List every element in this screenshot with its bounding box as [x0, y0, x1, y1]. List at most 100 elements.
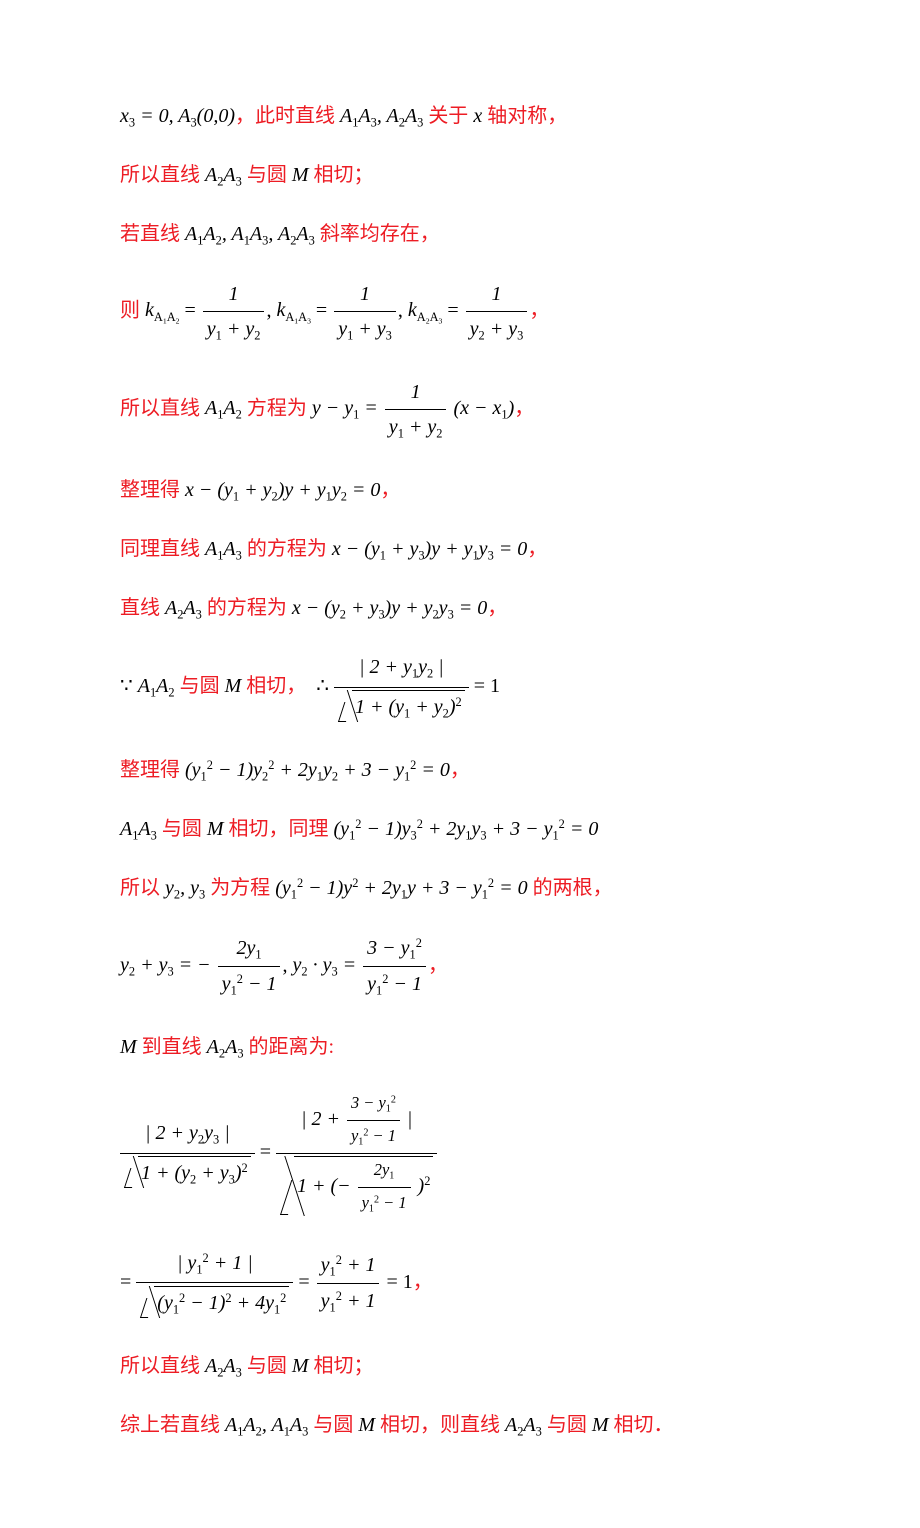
sqrt: 1 + (y2 + y3)2 — [124, 1156, 251, 1190]
math: M — [358, 1414, 375, 1436]
therefore-icon: ∴ — [316, 675, 329, 697]
op: = — [120, 1271, 136, 1293]
denominator: 1 + (y1 + y2)2 — [334, 687, 469, 724]
op: = — [447, 299, 463, 321]
math: A1A3 — [120, 818, 157, 840]
numerator: | 2 + y2y3 | — [120, 1117, 255, 1152]
sqrt: (y12 − 1)2 + 4y12 — [140, 1286, 289, 1320]
zh: 所以直线 — [120, 397, 200, 419]
math: A1A3 — [205, 538, 242, 560]
denominator: y1 + y2 — [203, 311, 265, 346]
fraction: | 2 + y2y3 | 1 + (y2 + y3)2 — [120, 1117, 255, 1190]
math: M — [120, 1036, 137, 1058]
fraction: 3 − y12 y12 − 1 — [363, 932, 426, 1001]
zh: 整理得 — [120, 759, 180, 781]
text-line: 若直线 A1A2, A1A3, A2A3 斜率均存在， — [120, 218, 920, 251]
zh: 轴对称， — [487, 105, 567, 127]
math: A2A3 — [205, 1355, 242, 1377]
sep: , — [266, 299, 276, 321]
text-line: M 到直线 A2A3 的距离为: — [120, 1031, 920, 1064]
math: kA2A3 — [408, 299, 442, 321]
text-line: ∵ A1A2 与圆 M 相切， ∴ | 2 + y1y2 | 1 + (y1 +… — [120, 651, 920, 724]
numerator: 2y1 — [218, 932, 281, 966]
zh: 到直线 — [142, 1036, 202, 1058]
zh: 为方程 — [210, 877, 270, 899]
math: x — [473, 105, 482, 127]
math: M — [207, 818, 224, 840]
denominator: (y12 − 1)2 + 4y12 — [136, 1282, 293, 1319]
zh: 相切， — [246, 675, 306, 697]
numerator: 3 − y12 — [347, 1090, 400, 1120]
text-line: 所以直线 A1A2 方程为 y − y1 = 1 y1 + y2 (x − x1… — [120, 376, 920, 444]
math: M — [592, 1414, 609, 1436]
math: x3 = 0, A3(0,0) — [120, 105, 235, 127]
math: A1A2, A1A3 — [225, 1414, 308, 1436]
text-line: 综上若直线 A1A2, A1A3 与圆 M 相切，则直线 A2A3 与圆 M 相… — [120, 1409, 920, 1442]
fraction: 1 y1 + y2 — [203, 278, 265, 346]
text-line: 整理得 x − (y1 + y2)y + y1y2 = 0， — [120, 474, 920, 507]
math: kA1A2 — [145, 299, 179, 321]
math: A1A2, A1A3, A2A3 — [185, 223, 315, 245]
fraction: 1 y1 + y2 — [385, 376, 447, 444]
sqrt: 1 + (− 2y1 y12 − 1 )2 — [280, 1156, 433, 1218]
zh: ， — [450, 759, 470, 781]
math: y2, y3 — [165, 877, 205, 899]
op: = — [260, 1141, 276, 1163]
zh: 与圆 — [247, 164, 287, 186]
numerator: | 2 + y1y2 | — [334, 651, 469, 686]
zh: 所以直线 — [120, 164, 200, 186]
sep: , — [282, 954, 292, 976]
math: y2 + y3 = − — [120, 954, 211, 976]
text-line: 直线 A2A3 的方程为 x − (y2 + y3)y + y2y3 = 0， — [120, 592, 920, 625]
zh: 若直线 — [120, 223, 180, 245]
math: x − (y2 + y3)y + y2y3 = 0 — [292, 597, 487, 619]
text-line: = | y12 + 1 | (y12 − 1)2 + 4y12 = y12 + … — [120, 1247, 920, 1320]
numerator: 1 — [385, 376, 447, 409]
math: A1A3, A2A3 — [340, 105, 423, 127]
equation-block: | 2 + y2y3 | 1 + (y2 + y3)2 = | 2 + 3 − … — [120, 1090, 920, 1217]
math: y2 · y3 = — [292, 954, 361, 976]
math: kA1A3 — [276, 299, 310, 321]
op: = — [316, 299, 332, 321]
zh: 相切，则直线 — [380, 1414, 500, 1436]
zh: 则 — [120, 299, 140, 321]
math: y − y1 = — [312, 397, 383, 419]
zh: 与圆 — [247, 1355, 287, 1377]
numerator: 1 — [203, 278, 265, 311]
text-line: 整理得 (y12 − 1)y22 + 2y1y2 + 3 − y12 = 0， — [120, 754, 920, 787]
text-line: x3 = 0, A3(0,0)，此时直线 A1A3, A2A3 关于 x 轴对称… — [120, 100, 920, 133]
zh: 方程为 — [247, 397, 307, 419]
text-line: 同理直线 A1A3 的方程为 x − (y1 + y3)y + y1y3 = 0… — [120, 533, 920, 566]
math: x − (y1 + y2)y + y1y2 = 0 — [185, 479, 380, 501]
zh: 整理得 — [120, 479, 180, 501]
math: M — [292, 1355, 309, 1377]
zh: 相切； — [314, 164, 374, 186]
zh: 相切． — [614, 1414, 674, 1436]
fraction: | y12 + 1 | (y12 − 1)2 + 4y12 — [136, 1247, 293, 1320]
numerator: 1 — [334, 278, 396, 311]
zh: 的方程为 — [247, 538, 327, 560]
numerator: 1 — [466, 278, 528, 311]
zh: 相切； — [314, 1355, 374, 1377]
numerator: | y12 + 1 | — [136, 1247, 293, 1282]
fraction: | 2 + 3 − y12 y12 − 1 | 1 + (− 2y1 y12 −… — [276, 1090, 437, 1217]
fraction: 1 y1 + y3 — [334, 278, 396, 346]
denominator: y12 − 1 — [347, 1120, 400, 1151]
numerator: 2y1 — [358, 1157, 411, 1187]
zh: 相切，同理 — [229, 818, 329, 840]
zh: 关于 — [428, 105, 468, 127]
math: M — [225, 675, 242, 697]
math: M — [292, 164, 309, 186]
denominator: y1 + y2 — [385, 409, 447, 444]
math: (y12 − 1)y2 + 2y1y + 3 − y12 = 0 — [275, 877, 527, 899]
math: A2A3 — [505, 1414, 542, 1436]
sqrt: 1 + (y1 + y2)2 — [338, 690, 465, 724]
text-line: 则 kA1A2 = 1 y1 + y2 , kA1A3 = 1 y1 + y3 … — [120, 278, 920, 346]
zh: 综上若直线 — [120, 1414, 220, 1436]
zh: 所以 — [120, 877, 160, 899]
zh: 与圆 — [313, 1414, 353, 1436]
zh: 斜率均存在， — [320, 223, 440, 245]
text-line: 所以直线 A2A3 与圆 M 相切； — [120, 1350, 920, 1383]
zh: 的距离为: — [249, 1036, 335, 1058]
zh: ， — [514, 397, 534, 419]
